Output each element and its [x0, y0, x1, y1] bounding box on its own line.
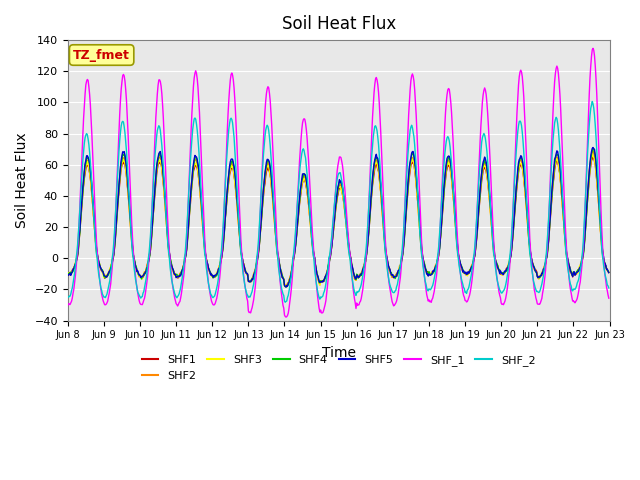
X-axis label: Time: Time: [322, 346, 356, 360]
Y-axis label: Soil Heat Flux: Soil Heat Flux: [15, 132, 29, 228]
Title: Soil Heat Flux: Soil Heat Flux: [282, 15, 396, 33]
Text: TZ_fmet: TZ_fmet: [73, 48, 130, 61]
Legend: SHF1, SHF2, SHF3, SHF4, SHF5, SHF_1, SHF_2: SHF1, SHF2, SHF3, SHF4, SHF5, SHF_1, SHF…: [138, 351, 540, 385]
